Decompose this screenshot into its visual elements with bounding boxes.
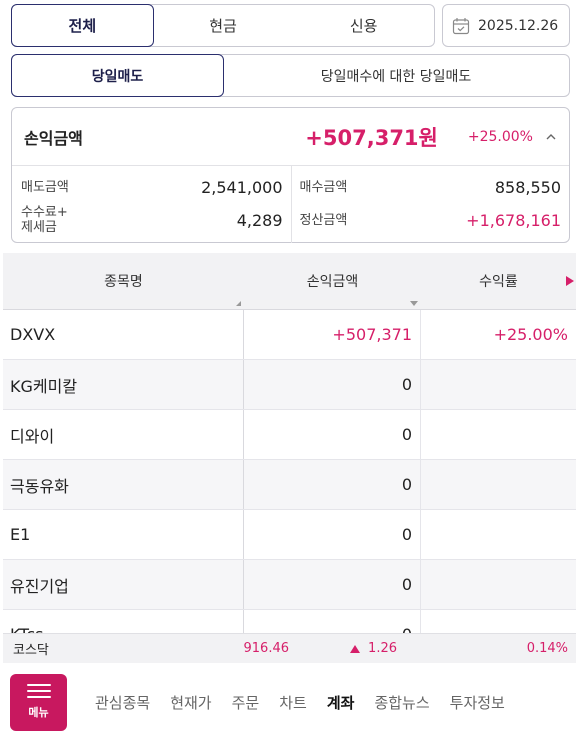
table-row[interactable]: 극동유화 0 bbox=[3, 460, 576, 510]
stock-name: DXVX bbox=[3, 310, 244, 359]
pl-summary-card: 손익금액 +507,371원 +25.00% 매도금액 2,541,000 수수… bbox=[11, 107, 570, 243]
calendar-icon bbox=[452, 17, 470, 34]
nav-chart[interactable]: 차트 bbox=[279, 693, 307, 712]
table-row[interactable]: KTcs 0 bbox=[3, 610, 576, 633]
buy-amount-value: 858,550 bbox=[494, 177, 561, 197]
tab-all[interactable]: 전체 bbox=[11, 4, 154, 47]
fee-tax-label: 수수료+ 제세금 bbox=[21, 205, 68, 235]
column-header-rate[interactable]: 수익률 bbox=[421, 253, 576, 309]
chevron-up-icon[interactable] bbox=[545, 131, 557, 143]
hamburger-icon bbox=[26, 684, 51, 698]
stock-pl: 0 bbox=[244, 510, 421, 559]
sell-amount-label: 매도금액 bbox=[21, 179, 69, 195]
bottom-navigation: 메뉴 관심종목 현재가 주문 차트 계좌 종합뉴스 투자정보 bbox=[0, 665, 579, 739]
column-header-rate-label: 수익률 bbox=[479, 274, 518, 290]
scroll-right-arrow-icon[interactable] bbox=[566, 276, 574, 286]
stock-pl: 0 bbox=[244, 460, 421, 509]
index-change: 1.26 bbox=[289, 641, 397, 656]
nav-items: 관심종목 현재가 주문 차트 계좌 종합뉴스 투자정보 bbox=[85, 692, 515, 713]
index-name: 코스닥 bbox=[13, 643, 49, 658]
table-row[interactable]: DXVX +507,371 +25.00% bbox=[3, 310, 576, 360]
table-header: 종목명 손익금액 수익률 bbox=[3, 253, 576, 310]
stock-name: KTcs bbox=[3, 610, 244, 633]
date-value: 2025.12.26 bbox=[478, 17, 559, 34]
settlement-label: 정산금액 bbox=[299, 212, 348, 228]
nav-order[interactable]: 주문 bbox=[231, 693, 260, 712]
index-change-value: 1.26 bbox=[368, 641, 397, 656]
summary-title: 손익금액 bbox=[24, 128, 83, 148]
account-type-segment: 전체 현금 신용 bbox=[11, 4, 435, 47]
stock-rate bbox=[421, 560, 576, 609]
stock-pl-table[interactable]: 종목명 손익금액 수익률 DXVX +507,371 +25.00% KG케미칼… bbox=[3, 253, 576, 633]
sort-down-icon bbox=[410, 301, 418, 306]
menu-button[interactable]: 메뉴 bbox=[10, 673, 67, 731]
sell-amount-value: 2,541,000 bbox=[201, 177, 283, 197]
stock-name: 극동유화 bbox=[3, 460, 244, 509]
summary-left-column: 매도금액 2,541,000 수수료+ 제세금 4,289 bbox=[12, 166, 291, 243]
nav-investment-info[interactable]: 투자정보 bbox=[449, 693, 505, 712]
tab-cash[interactable]: 현금 bbox=[209, 17, 237, 35]
index-rate: 0.14% bbox=[526, 641, 568, 656]
stock-rate: +25.00% bbox=[493, 325, 568, 344]
stock-rate bbox=[421, 410, 576, 459]
summary-header[interactable]: 손익금액 +507,371원 +25.00% bbox=[12, 108, 569, 166]
summary-right-column: 매수금액 858,550 정산금액 +1,678,161 bbox=[290, 166, 570, 243]
column-header-pl-label: 손익금액 bbox=[306, 274, 359, 290]
index-ticker[interactable]: 코스닥 916.46 1.26 0.14% bbox=[3, 633, 576, 663]
nav-account[interactable]: 계좌 bbox=[326, 693, 355, 712]
table-row[interactable]: KG케미칼 0 bbox=[3, 360, 576, 410]
buy-amount-label: 매수금액 bbox=[299, 179, 348, 195]
summary-details: 매도금액 2,541,000 수수료+ 제세금 4,289 매수금액 858,5… bbox=[12, 166, 569, 243]
stock-name: 디와이 bbox=[3, 410, 244, 459]
column-header-name-label: 종목명 bbox=[104, 274, 143, 290]
table-row[interactable]: 디와이 0 bbox=[3, 410, 576, 460]
stock-pl: 0 bbox=[244, 410, 421, 459]
stock-pl: +507,371 bbox=[244, 310, 421, 359]
index-value: 916.46 bbox=[243, 641, 290, 656]
summary-amount: +507,371원 bbox=[305, 125, 438, 150]
stock-rate bbox=[421, 360, 576, 409]
settlement-value: +1,678,161 bbox=[466, 210, 561, 230]
sort-corner-icon bbox=[236, 301, 241, 306]
tab-credit[interactable]: 신용 bbox=[349, 17, 378, 35]
tab-today-buy-sell[interactable]: 당일매수에 대한 당일매도 bbox=[320, 68, 472, 85]
stock-name: 유진기업 bbox=[3, 560, 244, 609]
triangle-up-icon bbox=[350, 644, 361, 653]
stock-name: KG케미칼 bbox=[3, 360, 244, 409]
stock-pl: 0 bbox=[244, 360, 421, 409]
menu-label: 메뉴 bbox=[28, 706, 49, 719]
nav-current-price[interactable]: 현재가 bbox=[170, 693, 212, 712]
stock-rate bbox=[421, 460, 576, 509]
stock-pl: 0 bbox=[244, 560, 421, 609]
stock-name: E1 bbox=[3, 510, 244, 559]
column-header-pl[interactable]: 손익금액 bbox=[244, 253, 421, 309]
fee-tax-value: 4,289 bbox=[236, 210, 283, 230]
stock-rate bbox=[421, 510, 576, 559]
table-row[interactable]: E1 0 bbox=[3, 510, 576, 560]
date-picker[interactable]: 2025.12.26 bbox=[442, 4, 570, 47]
summary-rate: +25.00% bbox=[467, 128, 533, 145]
nav-watchlist[interactable]: 관심종목 bbox=[95, 693, 151, 712]
table-row[interactable]: 유진기업 0 bbox=[3, 560, 576, 610]
tab-today-sell[interactable]: 당일매도 bbox=[11, 54, 224, 97]
stock-rate bbox=[421, 610, 576, 633]
sell-type-segment: 당일매도 당일매수에 대한 당일매도 bbox=[11, 54, 570, 97]
column-header-name[interactable]: 종목명 bbox=[3, 253, 244, 309]
nav-news[interactable]: 종합뉴스 bbox=[374, 693, 430, 712]
stock-pl: 0 bbox=[244, 610, 421, 633]
